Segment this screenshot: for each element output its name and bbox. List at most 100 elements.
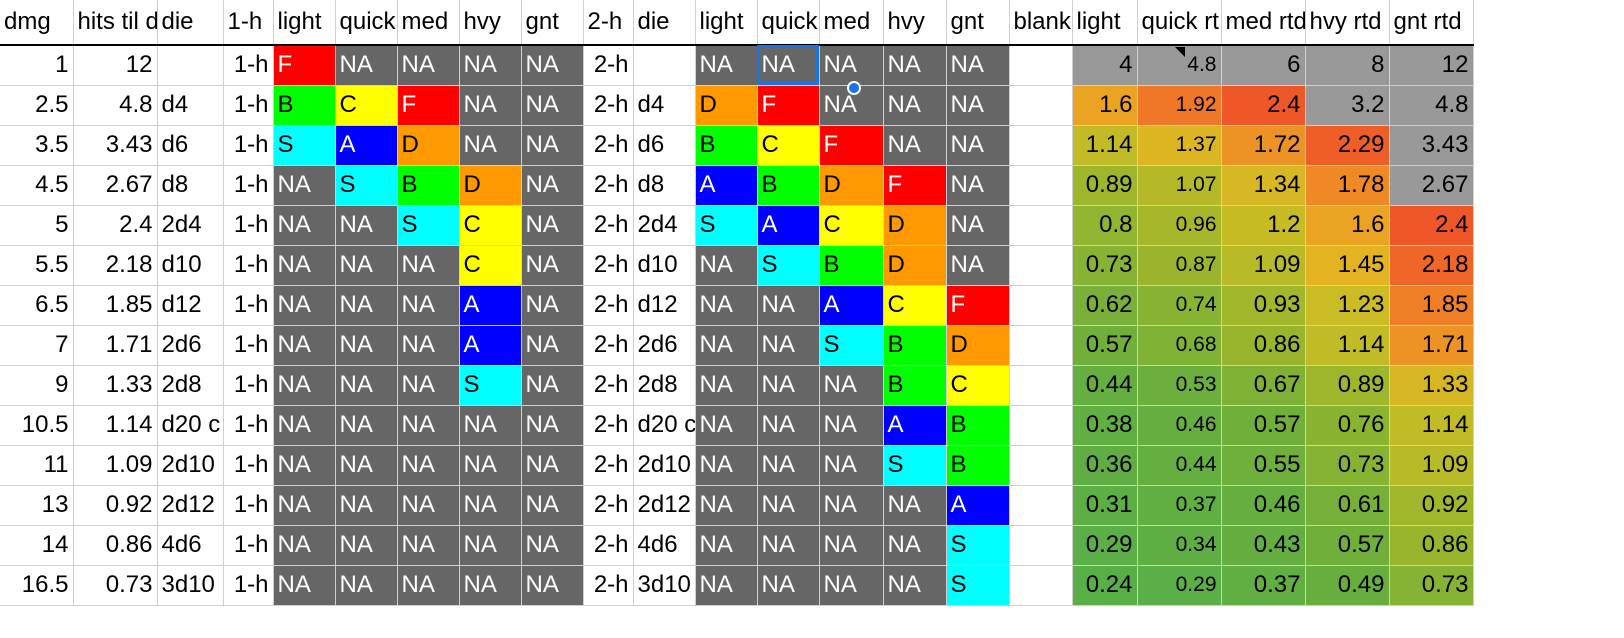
grade-cell-1h[interactable]: NA (397, 405, 460, 446)
dmg-cell[interactable]: 16.5 (0, 565, 74, 606)
ratio-cell[interactable]: 1.72 (1221, 125, 1306, 166)
one-hand-cell[interactable]: 1-h (223, 85, 274, 126)
grade-cell-2h[interactable]: A (946, 485, 1010, 526)
ratio-cell[interactable]: 0.57 (1221, 405, 1306, 446)
grade-cell-2h[interactable]: A (819, 285, 884, 326)
ratio-cell[interactable]: 0.74 (1137, 285, 1222, 326)
ratio-cell[interactable]: 0.44 (1137, 445, 1222, 486)
blank-cell[interactable] (1009, 45, 1073, 86)
grade-cell-2h[interactable]: NA (819, 45, 884, 86)
ratio-cell[interactable]: 0.68 (1137, 325, 1222, 366)
grade-cell-2h[interactable]: NA (695, 525, 758, 566)
ratio-cell[interactable]: 0.46 (1137, 405, 1222, 446)
ratio-cell[interactable]: 2.4 (1389, 205, 1474, 246)
grade-cell-2h[interactable]: NA (695, 445, 758, 486)
grade-cell-2h[interactable]: B (946, 445, 1010, 486)
grade-cell-2h[interactable]: NA (695, 325, 758, 366)
grade-cell-1h[interactable]: F (273, 45, 336, 86)
grade-cell-1h[interactable]: NA (335, 285, 398, 326)
grade-cell-1h[interactable]: NA (521, 525, 584, 566)
die-cell[interactable]: d6 (157, 125, 224, 166)
die-cell[interactable]: d10 (157, 245, 224, 286)
grade-cell-1h[interactable]: NA (397, 245, 460, 286)
grade-cell-2h[interactable]: S (695, 205, 758, 246)
dmg-cell[interactable]: 4.5 (0, 165, 74, 206)
two-hand-cell[interactable]: 2-h (583, 165, 634, 206)
grade-cell-1h[interactable]: NA (397, 325, 460, 366)
grade-cell-2h[interactable]: C (883, 285, 947, 326)
dmg-cell[interactable]: 13 (0, 485, 74, 526)
grade-cell-1h[interactable]: NA (459, 45, 522, 86)
grade-cell-2h[interactable]: F (819, 125, 884, 166)
blank-cell[interactable] (1009, 325, 1073, 366)
grade-cell-1h[interactable]: NA (273, 565, 336, 606)
ratio-cell[interactable]: 0.29 (1137, 565, 1222, 606)
blank-cell[interactable] (1009, 125, 1073, 166)
grade-cell-1h[interactable]: NA (335, 245, 398, 286)
grade-cell-2h[interactable]: NA (695, 405, 758, 446)
die-cell-2h[interactable]: 2d10 (633, 445, 696, 486)
grade-cell-2h[interactable]: NA (819, 365, 884, 406)
grade-cell-1h[interactable]: NA (397, 365, 460, 406)
grade-cell-1h[interactable]: NA (397, 445, 460, 486)
grade-cell-1h[interactable]: NA (459, 445, 522, 486)
one-hand-cell[interactable]: 1-h (223, 565, 274, 606)
one-hand-cell[interactable]: 1-h (223, 285, 274, 326)
ratio-cell[interactable]: 2.29 (1305, 125, 1390, 166)
ratio-cell[interactable]: 1.09 (1221, 245, 1306, 286)
one-hand-cell[interactable]: 1-h (223, 405, 274, 446)
hits-cell[interactable]: 0.73 (73, 565, 158, 606)
die-cell-2h[interactable]: 3d10 (633, 565, 696, 606)
ratio-cell[interactable]: 0.37 (1221, 565, 1306, 606)
grade-cell-2h[interactable]: NA (695, 365, 758, 406)
ratio-cell[interactable]: 1.6 (1072, 85, 1138, 126)
grade-cell-2h[interactable]: NA (757, 445, 820, 486)
grade-cell-2h[interactable]: F (883, 165, 947, 206)
ratio-cell[interactable]: 0.43 (1221, 525, 1306, 566)
ratio-cell[interactable]: 4 (1072, 45, 1138, 86)
die-cell-2h[interactable]: 2d6 (633, 325, 696, 366)
ratio-cell[interactable]: 2.18 (1389, 245, 1474, 286)
die-cell[interactable]: d8 (157, 165, 224, 206)
grade-cell-1h[interactable]: NA (335, 445, 398, 486)
hits-cell[interactable]: 4.8 (73, 85, 158, 126)
grade-cell-2h[interactable]: A (883, 405, 947, 446)
grade-cell-2h[interactable]: NA (819, 525, 884, 566)
blank-cell[interactable] (1009, 365, 1073, 406)
ratio-cell[interactable]: 1.14 (1305, 325, 1390, 366)
die-cell[interactable]: d12 (157, 285, 224, 326)
die-cell-2h[interactable]: 2d4 (633, 205, 696, 246)
hits-cell[interactable]: 1.71 (73, 325, 158, 366)
grade-cell-1h[interactable]: D (459, 165, 522, 206)
grade-cell-2h[interactable]: NA (946, 45, 1010, 86)
grade-cell-2h[interactable]: NA (883, 125, 947, 166)
ratio-cell[interactable]: 1.45 (1305, 245, 1390, 286)
column-header-light2[interactable]: light (695, 0, 758, 46)
column-header-quick2[interactable]: quick (757, 0, 820, 46)
grade-cell-1h[interactable]: NA (521, 285, 584, 326)
one-hand-cell[interactable]: 1-h (223, 245, 274, 286)
dmg-cell[interactable]: 3.5 (0, 125, 74, 166)
grade-cell-2h[interactable]: NA (757, 525, 820, 566)
ratio-cell[interactable]: 0.67 (1221, 365, 1306, 406)
grade-cell-1h[interactable]: D (397, 125, 460, 166)
grade-cell-2h[interactable]: NA (946, 85, 1010, 126)
grade-cell-2h[interactable]: A (757, 205, 820, 246)
dmg-cell[interactable]: 5 (0, 205, 74, 246)
grade-cell-2h[interactable]: F (757, 85, 820, 126)
two-hand-cell[interactable]: 2-h (583, 125, 634, 166)
grade-cell-2h[interactable]: S (946, 565, 1010, 606)
ratio-cell[interactable]: 1.14 (1072, 125, 1138, 166)
grade-cell-1h[interactable]: NA (335, 525, 398, 566)
grade-cell-1h[interactable]: A (459, 285, 522, 326)
ratio-cell[interactable]: 12 (1389, 45, 1474, 86)
grade-cell-1h[interactable]: NA (335, 565, 398, 606)
die-cell-2h[interactable]: 2d12 (633, 485, 696, 526)
grade-cell-2h[interactable]: D (883, 245, 947, 286)
blank-cell[interactable] (1009, 205, 1073, 246)
ratio-cell[interactable]: 0.55 (1221, 445, 1306, 486)
grade-cell-1h[interactable]: B (273, 85, 336, 126)
ratio-cell[interactable]: 0.36 (1072, 445, 1138, 486)
one-hand-cell[interactable]: 1-h (223, 445, 274, 486)
grade-cell-2h[interactable]: NA (819, 445, 884, 486)
